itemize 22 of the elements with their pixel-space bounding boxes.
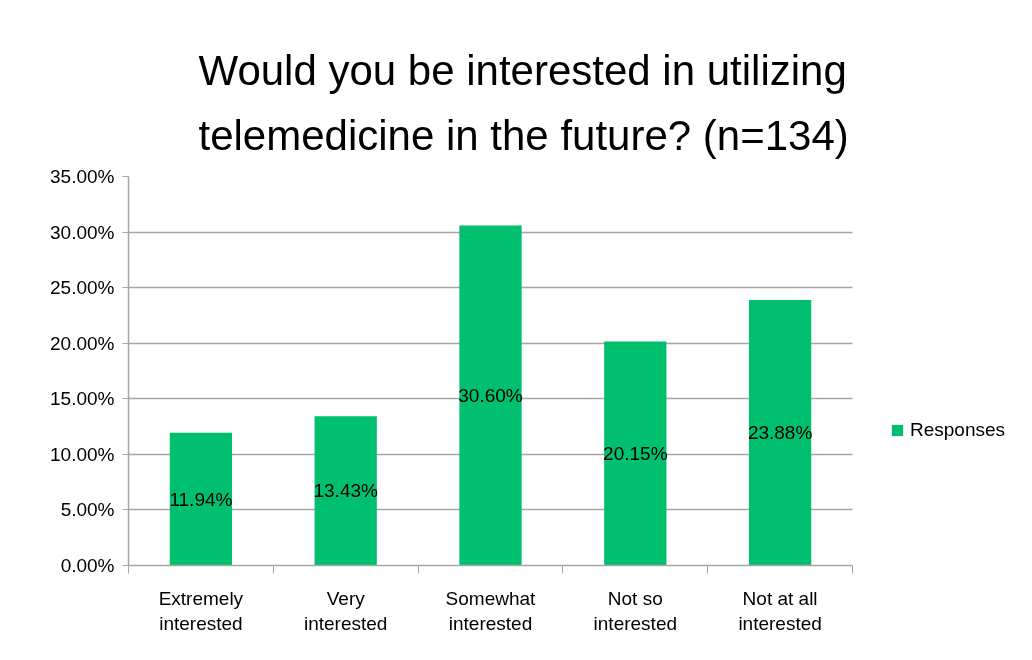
y-tick-label: 20.00% (50, 332, 115, 354)
x-tick-label: Somewhat interested (445, 587, 537, 634)
data-label: 30.60% (458, 384, 523, 406)
bar (459, 225, 522, 566)
legend-label: Responses (910, 419, 1006, 441)
x-tick-label: Very interested (303, 587, 388, 634)
bar (314, 416, 377, 566)
data-label: 11.94% (169, 488, 233, 510)
y-tick-label: 10.00% (50, 443, 115, 465)
y-tick-label: 5.00% (60, 499, 115, 521)
x-tick-label: Not at all interested (738, 587, 822, 634)
bar (748, 300, 812, 566)
y-tick-label: 0.00% (60, 555, 115, 576)
y-tick-label: 35.00% (50, 166, 115, 187)
chart-title: Would you be interested in utilizing telemedicine in the future? (n=134) (198, 46, 849, 160)
y-tick-label: 15.00% (50, 388, 115, 410)
y-tick-label: 30.00% (50, 221, 115, 243)
y-tick-label: 25.00% (50, 277, 115, 299)
x-tick-label: Not so interested (593, 587, 678, 634)
bar (169, 432, 233, 566)
bar (604, 341, 667, 566)
x-tick-label: Extremely interested (158, 587, 244, 634)
